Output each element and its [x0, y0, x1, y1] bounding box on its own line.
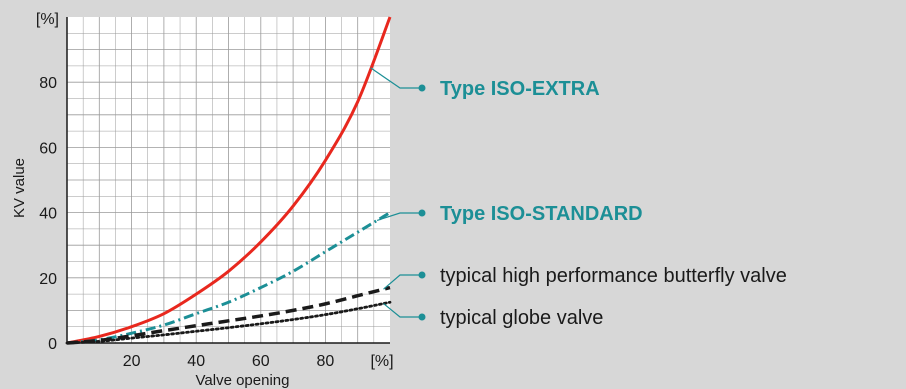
legend-connector [383, 274, 422, 290]
legend-label-type-iso-extra: Type ISO-EXTRA [440, 78, 600, 100]
legend-connector [376, 212, 422, 221]
x-tick-label: 80 [317, 353, 335, 370]
tick-labels: 0 20 40 60 80 20 40 60 80 [39, 75, 334, 370]
x-tick-label: 20 [123, 353, 141, 370]
legend: Type ISO-EXTRA Type ISO-STANDARD typical h… [370, 67, 787, 329]
legend-marker [418, 313, 426, 321]
x-tick-label: 40 [187, 353, 205, 370]
series-line-type-iso-extra [66, 16, 392, 345]
series-line-type-iso-standard [66, 211, 391, 345]
legend-label-typical-high-performance-butterfly-valve: typical high performance butterfly valve [440, 265, 787, 287]
y-axis-title: KV value [11, 158, 28, 218]
series-lines [65, 16, 392, 345]
y-tick-label: 80 [39, 75, 57, 92]
x-axis-title: Valve opening [196, 372, 290, 389]
y-tick-label: 0 [48, 336, 57, 353]
y-unit-label: [%] [36, 11, 59, 28]
x-unit-label: [%] [370, 353, 393, 370]
legend-marker [418, 84, 426, 92]
legend-label-type-iso-standard: Type ISO-STANDARD [440, 203, 643, 225]
legend-marker [418, 271, 426, 279]
series-line-typical-globe-valve [65, 300, 392, 345]
y-tick-label: 20 [39, 271, 57, 288]
y-tick-label: 40 [39, 206, 57, 223]
legend-marker [418, 209, 426, 217]
legend-connector [383, 303, 422, 318]
x-tick-label: 60 [252, 353, 270, 370]
axes [66, 17, 390, 344]
series-line-typical-high-performance-butterfly-valve [66, 285, 391, 345]
grid-lines [67, 17, 390, 343]
y-tick-label: 60 [39, 140, 57, 157]
legend-label-typical-globe-valve: typical globe valve [440, 307, 603, 329]
legend-connector [370, 67, 422, 89]
